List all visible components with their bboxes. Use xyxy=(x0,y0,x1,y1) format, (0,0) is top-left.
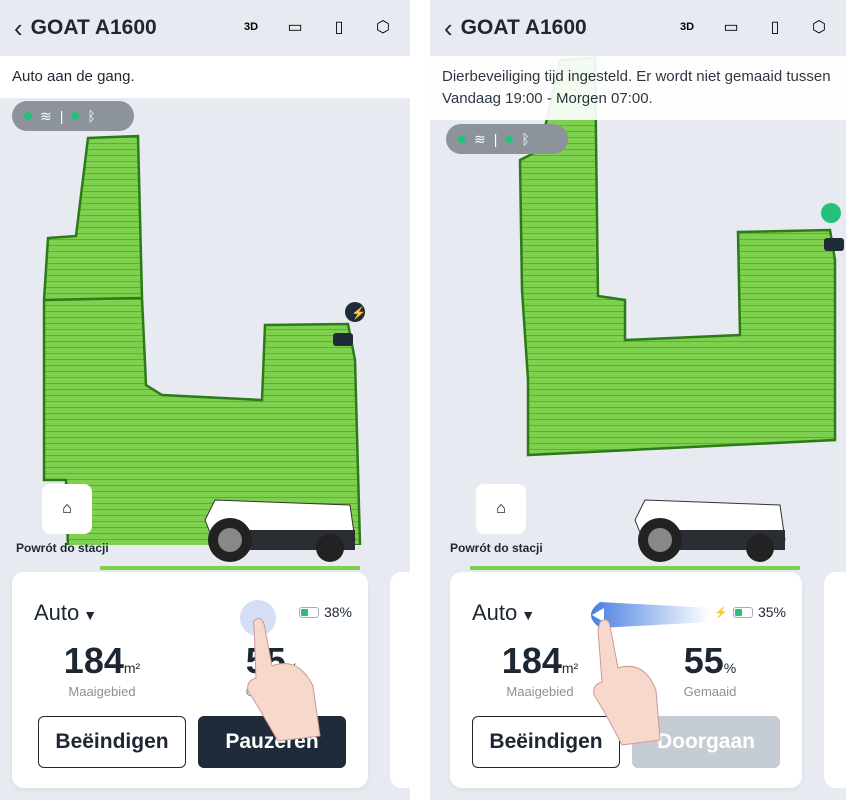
charging-station-icon xyxy=(345,302,365,322)
end-button[interactable]: Beëindigen xyxy=(472,716,620,768)
mode-dropdown[interactable]: Auto ▼ xyxy=(472,600,536,625)
map-icon[interactable]: ▯ xyxy=(770,19,780,36)
battery-status: 38% xyxy=(298,604,352,620)
header: ‹ GOAT A1600 3D ▭ ▯ ⬡ xyxy=(430,0,846,56)
back-button[interactable]: ‹ xyxy=(14,12,23,43)
page-title: GOAT A1600 xyxy=(460,16,587,39)
station-home-icon xyxy=(821,203,841,223)
connection-status: ≋ | ᛒ xyxy=(446,124,568,154)
stat-area: 184m² Maaigebied xyxy=(63,640,141,699)
home-icon: ⌂ xyxy=(62,500,72,517)
3d-view-icon[interactable]: 3D xyxy=(679,21,695,33)
return-home-label: Powrót do stacji xyxy=(16,541,109,555)
battery-icon xyxy=(732,606,753,618)
continue-button[interactable]: Doorgaan xyxy=(632,716,780,768)
next-card xyxy=(390,572,410,788)
stat-mowed: 55% Gemaaid xyxy=(245,640,299,699)
end-button[interactable]: Beëindigen xyxy=(38,716,186,768)
return-home-button[interactable]: ⌂ xyxy=(42,484,92,534)
wifi-icon: ≋ xyxy=(474,130,486,147)
stat-mowed: 55% Gemaaid xyxy=(683,640,737,699)
lawn-map[interactable] xyxy=(430,0,846,570)
charging-icon: ⚡ xyxy=(714,606,728,619)
mode-dropdown[interactable]: Auto ▼ xyxy=(34,600,98,625)
3d-view-icon[interactable]: 3D xyxy=(243,21,259,33)
battery-status: ⚡ 35% xyxy=(714,604,786,620)
mower-image xyxy=(634,499,786,562)
battery-icon xyxy=(298,606,319,618)
bluetooth-icon: ᛒ xyxy=(521,131,530,147)
caret-down-icon: ▼ xyxy=(83,607,98,623)
mower-position-icon xyxy=(333,333,353,346)
lawn-map[interactable]: ⚡ xyxy=(0,0,410,570)
page-title: GOAT A1600 xyxy=(30,16,157,39)
home-icon: ⌂ xyxy=(496,500,506,517)
wifi-icon: ≋ xyxy=(40,107,52,124)
camera-icon[interactable]: ▭ xyxy=(723,19,739,36)
stat-area: 184m² Maaigebied xyxy=(501,640,579,699)
mower-position-icon xyxy=(824,238,844,251)
control-card: Auto ▼ 38% 184m² Maaigebied 55% Gemaaid Beë… xyxy=(12,572,368,788)
screen-mowing: ⚡ ‹ GOAT A1600 3D ▭ ▯ ⬡ Auto aan de gang… xyxy=(0,0,410,800)
back-button[interactable]: ‹ xyxy=(444,12,453,43)
svg-text:⚡: ⚡ xyxy=(351,306,366,320)
header: ‹ GOAT A1600 3D ▭ ▯ ⬡ xyxy=(0,0,410,56)
bluetooth-icon: ᛒ xyxy=(87,108,96,124)
settings-icon[interactable]: ⬡ xyxy=(376,19,390,36)
map-icon[interactable]: ▯ xyxy=(334,19,344,36)
status-notice: Auto aan de gang. xyxy=(0,56,410,98)
next-card xyxy=(824,572,846,788)
connection-status: ≋ | ᛒ xyxy=(12,101,134,131)
control-card: Auto ▼ ⚡ 35% 184m² Maaigebied 55% Gemaaid Be… xyxy=(450,572,802,788)
return-home-button[interactable]: ⌂ xyxy=(476,484,526,534)
camera-icon[interactable]: ▭ xyxy=(287,19,303,36)
screen-paused: ‹ GOAT A1600 3D ▭ ▯ ⬡ Dierbeveiliging ti… xyxy=(430,0,846,800)
caret-down-icon: ▼ xyxy=(521,607,536,623)
status-notice: Dierbeveiliging tijd ingesteld. Er wordt… xyxy=(430,56,846,120)
return-home-label: Powrót do stacji xyxy=(450,541,543,555)
pause-button[interactable]: Pauzeren xyxy=(198,716,346,768)
mower-image xyxy=(204,499,356,562)
settings-icon[interactable]: ⬡ xyxy=(812,19,826,36)
